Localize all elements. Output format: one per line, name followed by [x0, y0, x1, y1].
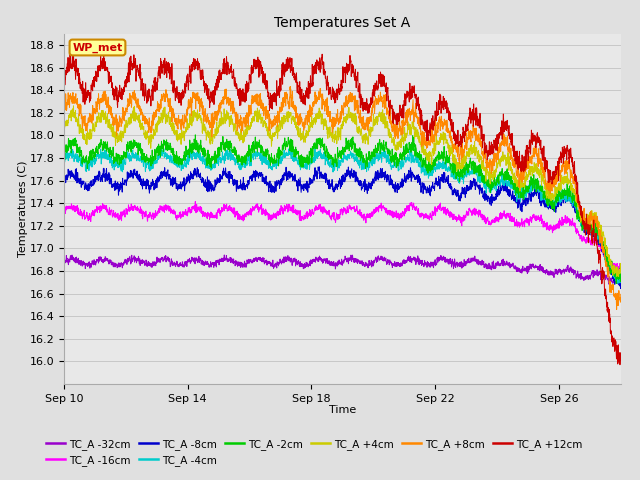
Legend: TC_A -32cm, TC_A -16cm, TC_A -8cm, TC_A -4cm, TC_A -2cm, TC_A +4cm, TC_A +8cm, T: TC_A -32cm, TC_A -16cm, TC_A -8cm, TC_A …	[42, 435, 587, 470]
Title: Temperatures Set A: Temperatures Set A	[275, 16, 410, 30]
Y-axis label: Temperatures (C): Temperatures (C)	[18, 160, 28, 257]
X-axis label: Time: Time	[329, 405, 356, 415]
Text: WP_met: WP_met	[72, 42, 123, 53]
